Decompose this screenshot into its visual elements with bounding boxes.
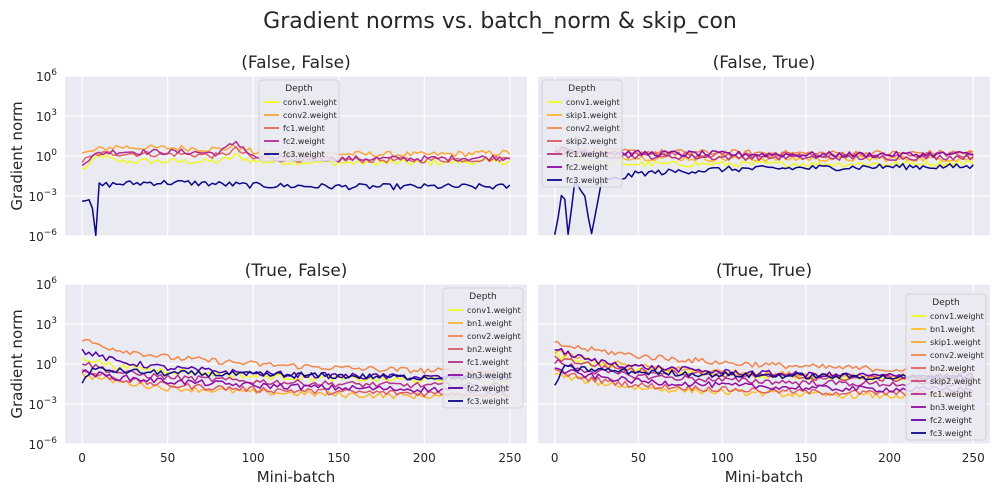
x-tick-label: 0 [551, 451, 559, 465]
subplot-title: (False, False) [241, 53, 350, 73]
series-line [554, 367, 974, 393]
x-tick-label: 100 [711, 451, 734, 465]
x-axis-label: Mini-batch [257, 468, 336, 486]
series-line [81, 361, 511, 390]
legend-box [905, 293, 987, 441]
y-axis-label: Gradient norm [8, 101, 26, 210]
series-line [554, 368, 974, 397]
x-tick-label: 200 [413, 451, 436, 465]
series-line [553, 163, 974, 236]
series-line [82, 152, 511, 170]
subplot-1: 10−6 10−3 100 103 106 (False, False) Gradient … [8, 53, 527, 244]
series-line [82, 179, 511, 236]
series-line [554, 372, 974, 400]
panels: 10−6 10−3 100 103 106 (False, False) Gradient … [8, 53, 990, 486]
subplot-2: (False, True) Depth conv1.weight skip1.weig… [538, 53, 990, 237]
legend-label: fc3.weight [930, 429, 972, 438]
series-line [81, 338, 510, 376]
legend: Depth conv1.weight bn1.weight skip1.weight c… [905, 293, 987, 441]
x-tick-label: 200 [878, 451, 901, 465]
legend-label: skip1.weight [930, 338, 981, 347]
legend-label: conv2.weight [467, 332, 521, 341]
legend-label: fc1.weight [566, 150, 608, 159]
legend-label: conv2.weight [930, 351, 984, 360]
legend: Depth conv1.weight skip1.weight conv2.weigh… [541, 79, 623, 188]
series-line [81, 366, 511, 384]
x-tick-label: 250 [962, 451, 985, 465]
subplot-title: (False, True) [713, 53, 816, 73]
legend-label: conv1.weight [283, 98, 337, 107]
legend-box [442, 287, 524, 409]
series-line [554, 150, 974, 168]
legend-label: fc2.weight [467, 384, 509, 393]
series-line [554, 146, 974, 159]
legend-label: conv2.weight [283, 111, 337, 120]
x-tick-label: 250 [498, 451, 521, 465]
y-tick-label: 10−3 [28, 396, 57, 412]
legend-label: fc2.weight [566, 163, 608, 172]
x-tick-label: 50 [631, 451, 646, 465]
y-tick-label: 100 [36, 356, 57, 372]
series-line [554, 347, 974, 380]
series-lines [553, 146, 974, 236]
legend-box [541, 79, 623, 188]
legend-title: Depth [285, 84, 312, 94]
y-tick-label: 100 [36, 148, 57, 164]
legend-title: Depth [932, 298, 959, 308]
legend-label: conv2.weight [566, 124, 620, 133]
legend-label: fc2.weight [283, 137, 325, 146]
series-line [554, 358, 974, 388]
legend-title: Depth [568, 84, 595, 94]
subplot-title: (True, False) [245, 261, 348, 281]
legend-label: bn3.weight [467, 371, 512, 380]
y-tick-label: 106 [36, 276, 57, 292]
series-line [81, 369, 511, 394]
series-line [554, 364, 974, 386]
x-tick-label: 150 [794, 451, 817, 465]
legend-label: fc3.weight [467, 397, 509, 406]
legend-label: fc1.weight [283, 124, 325, 133]
legend-title: Depth [469, 292, 496, 302]
figure-title: Gradient norms vs. batch_norm & skip_con [263, 9, 737, 34]
legend-label: fc1.weight [467, 358, 509, 367]
legend: Depth conv1.weight bn1.weight conv2.weight b… [442, 287, 524, 409]
y-tick-label: 103 [36, 108, 57, 124]
legend-label: fc2.weight [930, 416, 972, 425]
legend-label: bn2.weight [930, 364, 975, 373]
legend-label: fc3.weight [566, 176, 608, 185]
subplot-3: 0 50 100 150 200 250 10−6 10−3 100 103 106 (True, F… [8, 261, 527, 486]
series-line [554, 341, 974, 374]
legend-label: fc1.weight [930, 390, 972, 399]
subplot-title: (True, True) [716, 261, 812, 281]
legend-label: skip2.weight [930, 377, 981, 386]
legend-label: bn2.weight [467, 345, 512, 354]
y-tick-label: 10−6 [28, 436, 57, 452]
x-axis-label: Mini-batch [725, 468, 804, 486]
x-tick-label: 150 [327, 451, 350, 465]
legend: Depth conv1.weight conv2.weight fc1.weight f… [258, 79, 340, 162]
y-tick-label: 10−3 [28, 188, 57, 204]
series-lines [554, 341, 974, 400]
legend-label: skip1.weight [566, 111, 617, 120]
legend-label: bn1.weight [467, 319, 512, 328]
series-line [554, 149, 974, 163]
x-tick-label: 50 [160, 451, 175, 465]
legend-label: skip2.weight [566, 137, 617, 146]
y-axis-label: Gradient norm [8, 309, 26, 418]
x-tick-label: 0 [78, 451, 86, 465]
legend-label: conv1.weight [930, 312, 984, 321]
subplot-4: 0 50 100 150 200 250 (True, True) Mini-batch Dep… [538, 261, 990, 486]
legend-label: bn1.weight [930, 325, 975, 334]
legend-label: bn3.weight [930, 403, 975, 412]
y-tick-label: 103 [36, 316, 57, 332]
legend-label: conv1.weight [467, 306, 521, 315]
y-tick-label: 106 [36, 68, 57, 84]
legend-label: conv1.weight [566, 98, 620, 107]
x-tick-label: 100 [242, 451, 265, 465]
legend-label: fc3.weight [283, 150, 325, 159]
y-tick-label: 10−6 [28, 228, 57, 244]
series-lines [81, 338, 511, 400]
